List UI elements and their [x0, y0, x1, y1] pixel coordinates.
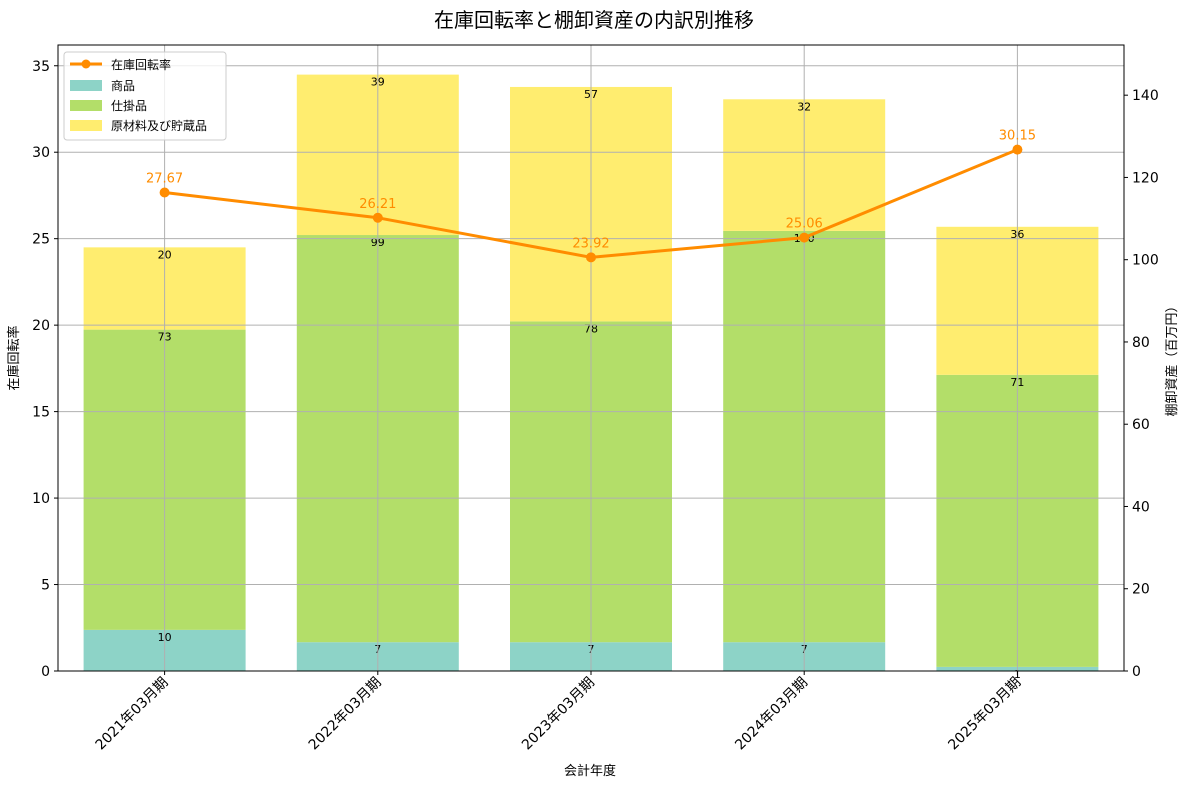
legend-label: 仕掛品 [111, 98, 147, 113]
y-tick-label: 30 [32, 145, 50, 161]
line-label: 27.67 [146, 172, 183, 187]
x-tick-label: 2025年03月期 [945, 675, 1024, 754]
line-label: 30.15 [999, 129, 1036, 144]
legend-swatch [70, 120, 102, 131]
chart-title: 在庫回転率と棚卸資産の内訳別推移 [434, 8, 754, 32]
line-point [586, 252, 596, 263]
y2-axis-label: 棚卸資産（百万円） [1164, 299, 1180, 416]
y-tick-label: 10 [32, 491, 50, 507]
line-point [372, 212, 383, 223]
y2-tick-label: 100 [1132, 253, 1159, 269]
x-tick-label: 2023年03月期 [519, 675, 598, 754]
x-tick-label: 2022年03月期 [306, 675, 385, 754]
legend-line-marker [81, 59, 91, 69]
y2-tick-label: 140 [1132, 88, 1159, 104]
line-label: 25.06 [786, 217, 823, 232]
legend-box [63, 51, 227, 141]
y2-tick-label: 0 [1132, 664, 1141, 680]
legend-label: 商品 [111, 78, 135, 93]
y2-tick-label: 20 [1132, 582, 1150, 598]
line-point [1012, 144, 1023, 155]
y-tick-label: 35 [32, 59, 50, 75]
legend-swatch [70, 100, 102, 111]
y-tick-label: 20 [32, 318, 50, 334]
line-point [159, 187, 170, 198]
y2-tick-label: 120 [1132, 170, 1159, 186]
y2-tick-label: 60 [1132, 417, 1150, 433]
legend-label: 原材料及び貯蔵品 [111, 119, 207, 133]
y-axis-label: 在庫回転率 [6, 325, 22, 390]
x-tick-label: 2024年03月期 [732, 675, 811, 754]
y2-tick-label: 80 [1132, 335, 1150, 351]
x-axis-label: 会計年度 [564, 763, 616, 779]
legend-label: 在庫回転率 [111, 57, 171, 72]
y-tick-label: 5 [41, 578, 50, 594]
line-label: 23.92 [572, 236, 609, 251]
y2-tick-label: 40 [1132, 499, 1150, 515]
legend-swatch [70, 80, 102, 91]
line-label: 26.21 [359, 197, 396, 212]
y-tick-label: 0 [41, 664, 50, 680]
y-tick-label: 25 [32, 232, 50, 248]
y-tick-label: 15 [32, 405, 50, 421]
x-tick-label: 2021年03月期 [93, 675, 172, 754]
line-point [799, 232, 810, 243]
